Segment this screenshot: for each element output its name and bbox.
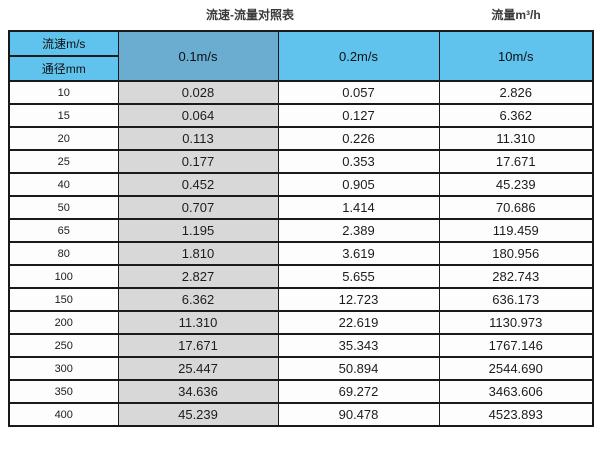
table-row: 15 0.064 0.127 6.362: [8, 103, 594, 128]
flow-value-cell: 2.827: [117, 264, 279, 289]
table-row: 200 11.310 22.619 1130.973: [8, 310, 594, 335]
table-row: 350 34.636 69.272 3463.606: [8, 379, 594, 404]
diameter-cell: 250: [8, 333, 119, 358]
diameter-cell: 300: [8, 356, 119, 381]
table-row: 50 0.707 1.414 70.686: [8, 195, 594, 220]
column-header-0-2ms: 0.2m/s: [277, 30, 440, 82]
flow-value-cell: 3463.606: [438, 379, 594, 404]
flow-value-cell: 25.447: [117, 356, 279, 381]
flow-value-cell: 35.343: [277, 333, 440, 358]
flow-value-cell: 0.353: [277, 149, 440, 174]
flow-value-cell: 12.723: [277, 287, 440, 312]
flow-value-cell: 180.956: [438, 241, 594, 266]
diameter-cell: 15: [8, 103, 119, 128]
column-header-0-1ms: 0.1m/s: [117, 30, 279, 82]
flow-value-cell: 0.452: [117, 172, 279, 197]
table-row: 100 2.827 5.655 282.743: [8, 264, 594, 289]
flow-value-cell: 11.310: [117, 310, 279, 335]
flow-value-cell: 2544.690: [438, 356, 594, 381]
flow-value-cell: 50.894: [277, 356, 440, 381]
corner-velocity-label: 流速m/s: [8, 30, 119, 57]
flow-value-cell: 0.113: [117, 126, 279, 151]
flow-value-cell: 17.671: [438, 149, 594, 174]
flow-value-cell: 70.686: [438, 195, 594, 220]
flow-value-cell: 3.619: [277, 241, 440, 266]
table-row: 80 1.810 3.619 180.956: [8, 241, 594, 266]
table-row: 65 1.195 2.389 119.459: [8, 218, 594, 243]
table-row: 150 6.362 12.723 636.173: [8, 287, 594, 312]
diameter-cell: 150: [8, 287, 119, 312]
flow-value-cell: 5.655: [277, 264, 440, 289]
table-header: 流速m/s 0.1m/s 0.2m/s 10m/s 通径mm: [8, 30, 594, 82]
flow-value-cell: 34.636: [117, 379, 279, 404]
diameter-cell: 80: [8, 241, 119, 266]
flow-value-cell: 90.478: [277, 402, 440, 427]
diameter-cell: 100: [8, 264, 119, 289]
flow-value-cell: 0.057: [277, 80, 440, 105]
flow-value-cell: 2.826: [438, 80, 594, 105]
diameter-cell: 10: [8, 80, 119, 105]
table-row: 250 17.671 35.343 1767.146: [8, 333, 594, 358]
table-title: 流速-流量对照表: [206, 8, 294, 22]
diameter-cell: 20: [8, 126, 119, 151]
flow-value-cell: 1130.973: [438, 310, 594, 335]
diameter-cell: 65: [8, 218, 119, 243]
table-body: 10 0.028 0.057 2.826 15 0.064 0.127 6.362 20 0.11…: [8, 80, 594, 427]
diameter-cell: 350: [8, 379, 119, 404]
flow-value-cell: 1.414: [277, 195, 440, 220]
table-row: 40 0.452 0.905 45.239: [8, 172, 594, 197]
diameter-cell: 200: [8, 310, 119, 335]
flow-value-cell: 4523.893: [438, 402, 594, 427]
table-row: 400 45.239 90.478 4523.893: [8, 402, 594, 427]
flow-value-cell: 119.459: [438, 218, 594, 243]
flow-value-cell: 636.173: [438, 287, 594, 312]
flow-value-cell: 69.272: [277, 379, 440, 404]
diameter-cell: 400: [8, 402, 119, 427]
flow-value-cell: 0.177: [117, 149, 279, 174]
column-header-10ms: 10m/s: [438, 30, 594, 82]
flow-value-cell: 0.905: [277, 172, 440, 197]
diameter-cell: 50: [8, 195, 119, 220]
diameter-cell: 25: [8, 149, 119, 174]
flow-value-cell: 0.064: [117, 103, 279, 128]
flow-value-cell: 1.195: [117, 218, 279, 243]
flow-rate-table: 流速m/s 0.1m/s 0.2m/s 10m/s 通径mm 10 0.028 0.…: [8, 30, 594, 427]
flow-unit-label: 流量m³/h: [491, 8, 541, 22]
table-row: 20 0.113 0.226 11.310: [8, 126, 594, 151]
flow-value-cell: 6.362: [438, 103, 594, 128]
table-row: 10 0.028 0.057 2.826: [8, 80, 594, 105]
flow-value-cell: 2.389: [277, 218, 440, 243]
flow-value-cell: 6.362: [117, 287, 279, 312]
flow-value-cell: 0.028: [117, 80, 279, 105]
flow-value-cell: 0.226: [277, 126, 440, 151]
header-row-velocity: 流速m/s 0.1m/s 0.2m/s 10m/s: [8, 30, 594, 82]
flow-value-cell: 0.127: [277, 103, 440, 128]
flow-value-cell: 11.310: [438, 126, 594, 151]
flow-value-cell: 282.743: [438, 264, 594, 289]
title-bar: 流速-流量对照表 流量m³/h: [0, 0, 600, 30]
table-row: 300 25.447 50.894 2544.690: [8, 356, 594, 381]
header-row-diameter: 通径mm: [8, 55, 593, 82]
diameter-cell: 40: [8, 172, 119, 197]
flow-value-cell: 22.619: [277, 310, 440, 335]
flow-value-cell: 1.810: [117, 241, 279, 266]
table-row: 25 0.177 0.353 17.671: [8, 149, 594, 174]
flow-value-cell: 17.671: [117, 333, 279, 358]
corner-diameter-label: 通径mm: [8, 55, 119, 82]
flow-value-cell: 45.239: [438, 172, 594, 197]
flow-value-cell: 1767.146: [438, 333, 594, 358]
flow-value-cell: 0.707: [117, 195, 279, 220]
flow-value-cell: 45.239: [117, 402, 279, 427]
